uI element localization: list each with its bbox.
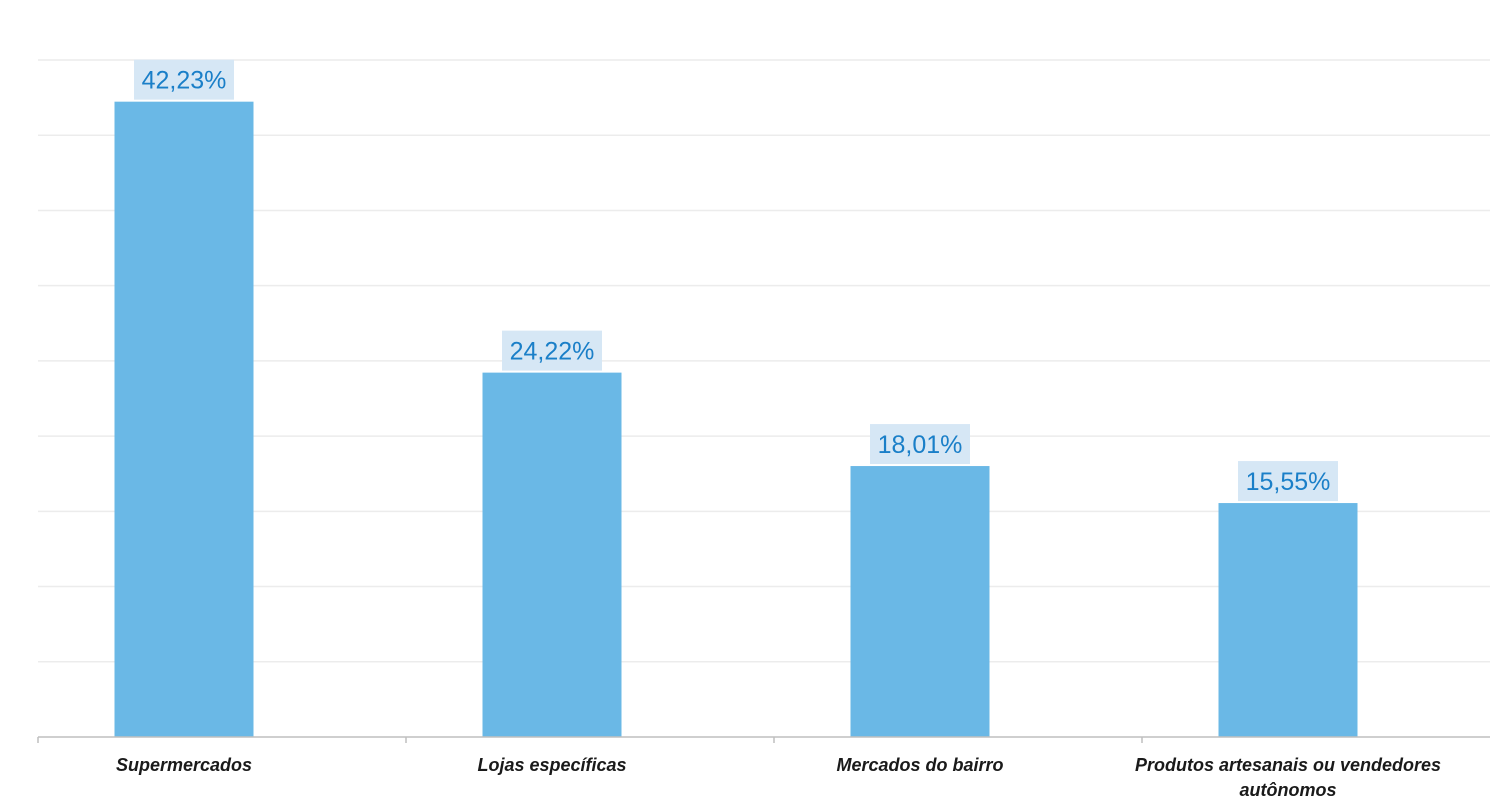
data-label: 15,55% xyxy=(1246,468,1331,496)
data-label: 18,01% xyxy=(878,431,963,459)
x-axis xyxy=(37,736,1490,743)
category-label: Lojas específicas xyxy=(477,755,626,775)
data-label: 42,23% xyxy=(142,67,227,95)
bar xyxy=(850,466,990,737)
category-label-line: Mercados do bairro xyxy=(836,755,1003,775)
bar xyxy=(114,101,254,738)
gridlines xyxy=(38,59,1490,663)
category-labels: Supermercados Lojas específicas Mercados d… xyxy=(116,755,1441,800)
data-label-box xyxy=(870,424,970,465)
data-label: 24,22% xyxy=(510,338,595,366)
bar xyxy=(1218,503,1358,737)
category-label: Supermercados xyxy=(116,755,252,775)
category-label: Mercados do bairro xyxy=(836,755,1003,775)
category-label: Produtos artesanais ou vendedores autônom… xyxy=(1135,755,1441,800)
category-label-line: Lojas específicas xyxy=(477,755,626,775)
category-label-line: autônomos xyxy=(1240,780,1337,800)
data-label-box xyxy=(1238,461,1338,502)
category-label-line: Produtos artesanais ou vendedores xyxy=(1135,755,1441,775)
data-labels: 42,23% 24,22% 18,01% 15,55% xyxy=(134,59,1338,502)
data-label-box xyxy=(502,330,602,371)
bars xyxy=(114,101,1358,738)
category-label-line: Supermercados xyxy=(116,755,252,775)
bar xyxy=(482,372,622,737)
data-label-box xyxy=(134,59,234,100)
